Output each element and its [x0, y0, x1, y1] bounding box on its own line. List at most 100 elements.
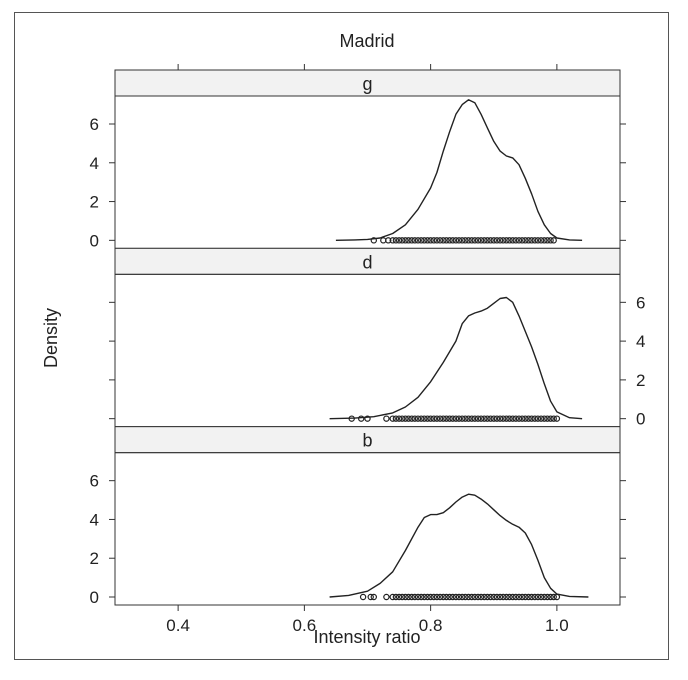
x-tick-label-3: 1.0 [545, 616, 569, 635]
rug-point-g-29 [471, 237, 478, 244]
rug-point-b-24 [452, 593, 460, 601]
rug-point-d-20 [440, 415, 447, 422]
rug-point-d-31 [474, 415, 482, 422]
rug-point-b-18 [433, 593, 441, 601]
y-tick-label-g-1: 2 [90, 193, 99, 212]
rug-point-b-50 [534, 593, 542, 601]
rug-point-g-24 [455, 237, 463, 244]
rug-point-g-39 [503, 237, 510, 244]
rug-point-b-41 [506, 593, 513, 601]
rug-point-g-21 [446, 237, 453, 244]
rug-point-g-2 [385, 237, 392, 244]
panel-box-d [114, 273, 621, 428]
rug-point-g-46 [525, 237, 532, 244]
rug-point-b-27 [462, 593, 469, 601]
y-axis-label: Density [41, 308, 61, 368]
rug-point-g-48 [531, 237, 539, 244]
rug-point-g-32 [481, 237, 488, 244]
rug-point-g-3 [389, 237, 396, 244]
rug-point-b-8 [402, 593, 409, 601]
rug-point-d-30 [471, 415, 478, 422]
rug-point-b-6 [395, 593, 403, 601]
rug-point-g-14 [424, 237, 431, 244]
rug-point-g-17 [433, 237, 441, 244]
y-tick-label-d-2: 4 [636, 332, 645, 351]
rug-point-d-7 [399, 415, 406, 422]
rug-point-g-12 [418, 237, 425, 244]
rug-point-g-19 [440, 237, 447, 244]
chart-title: Madrid [339, 31, 394, 51]
rug-point-b-51 [537, 593, 545, 601]
rug-point-g-44 [519, 237, 526, 244]
rug-point-b-19 [436, 593, 444, 601]
rug-point-d-35 [487, 415, 494, 422]
rug-point-d-5 [392, 415, 400, 422]
rug-point-b-5 [392, 593, 400, 601]
rug-point-g-31 [477, 237, 485, 244]
rug-point-d-49 [531, 415, 539, 422]
rug-point-b-32 [477, 593, 485, 601]
rug-point-d-52 [541, 415, 548, 422]
rug-point-b-30 [471, 593, 478, 601]
rug-point-b-48 [528, 593, 535, 601]
rug-point-d-15 [424, 415, 431, 422]
rug-point-d-8 [402, 415, 409, 422]
rug-point-d-6 [395, 415, 403, 422]
rug-point-b-34 [484, 593, 491, 601]
rug-point-b-14 [421, 593, 428, 601]
rug-point-d-27 [462, 415, 469, 422]
density-curve-g [335, 99, 583, 241]
rug-point-d-17 [430, 415, 437, 422]
rug-point-b-43 [512, 593, 520, 601]
rug-point-b-9 [405, 593, 412, 601]
rug-point-b-53 [544, 593, 551, 601]
y-tick-label-g-3: 6 [90, 115, 99, 134]
rug-point-g-6 [399, 237, 406, 244]
rug-point-g-27 [465, 237, 472, 244]
rug-point-g-51 [541, 237, 548, 244]
rug-point-d-43 [512, 415, 520, 422]
rug-point-d-45 [519, 415, 526, 422]
rug-point-d-1 [358, 415, 365, 422]
rug-point-b-31 [474, 593, 482, 601]
rug-point-d-55 [550, 415, 557, 422]
strip-label-b: b [362, 431, 372, 451]
rug-point-d-4 [389, 415, 396, 422]
x-tick-label-0: 0.4 [166, 616, 190, 635]
rug-point-d-26 [459, 415, 466, 422]
density-curve-d [329, 296, 583, 420]
rug-point-b-4 [389, 593, 396, 601]
rug-point-d-3 [383, 415, 390, 422]
rug-point-b-11 [411, 593, 418, 601]
rug-point-d-21 [443, 415, 450, 422]
rug-point-d-37 [493, 415, 501, 422]
rug-point-d-56 [553, 415, 561, 422]
rug-point-g-7 [402, 237, 409, 244]
y-tick-label-b-3: 6 [90, 472, 99, 491]
x-axis-label: Intensity ratio [313, 627, 420, 647]
rug-point-b-35 [487, 593, 494, 601]
rug-point-b-28 [465, 593, 472, 601]
rug-point-g-18 [436, 237, 444, 244]
rug-point-d-11 [411, 415, 418, 422]
rug-point-b-55 [550, 593, 557, 601]
rug-point-g-8 [405, 237, 412, 244]
rug-point-d-24 [452, 415, 460, 422]
rug-point-d-14 [421, 415, 428, 422]
rug-point-b-29 [468, 593, 475, 601]
y-tick-label-b-2: 4 [90, 510, 99, 529]
rug-point-b-37 [493, 593, 501, 601]
rug-point-d-40 [503, 415, 510, 422]
rug-point-b-40 [503, 593, 510, 601]
rug-point-g-34 [487, 237, 494, 244]
x-tick-label-1: 0.6 [293, 616, 317, 635]
strip-label-g: g [362, 74, 372, 94]
rug-point-b-10 [408, 593, 415, 601]
y-tick-label-b-1: 2 [90, 549, 99, 568]
rug-point-g-54 [550, 237, 557, 244]
rug-point-g-25 [459, 237, 466, 244]
rug-point-g-4 [392, 237, 400, 244]
rug-point-d-48 [528, 415, 535, 422]
y-tick-label-b-0: 0 [90, 588, 99, 607]
